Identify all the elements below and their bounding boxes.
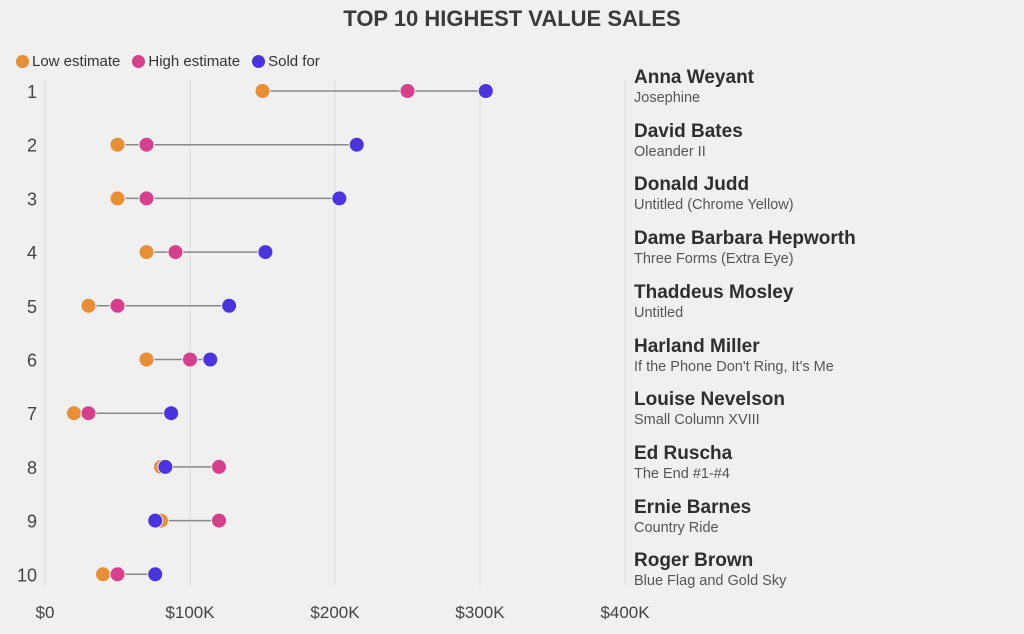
rank-label: 6	[27, 351, 37, 371]
legend-swatch-high	[132, 55, 146, 68]
x-tick-label: $400K	[600, 603, 650, 622]
sold-dot	[147, 566, 164, 583]
artwork-title: Untitled (Chrome Yellow)	[634, 197, 794, 214]
artist-name: Thaddeus Mosley	[634, 281, 794, 303]
artwork-title: If the Phone Don't Ring, It's Me	[634, 358, 834, 375]
artwork-title: Josephine	[634, 90, 701, 106]
rank-label: 10	[17, 565, 37, 585]
rank-label: 8	[27, 458, 37, 478]
x-tick-label: $300K	[455, 603, 505, 622]
rank-label: 3	[27, 189, 37, 209]
high-dot	[138, 190, 155, 207]
high-dot	[109, 566, 126, 583]
low-dot	[109, 136, 126, 153]
low-dot	[254, 83, 271, 99]
sold-dot	[257, 244, 274, 261]
artwork-title: Oleander II	[634, 143, 706, 160]
sold-dot	[348, 136, 365, 153]
artwork-title: The End #1-#4	[634, 465, 730, 482]
legend-item-high: High estimate	[132, 53, 240, 70]
chart-title: TOP 10 HIGHEST VALUE SALES	[343, 6, 681, 31]
sold-dot	[147, 512, 164, 529]
high-dot	[182, 351, 198, 368]
sold-dot	[157, 458, 174, 475]
sold-dot	[221, 297, 238, 314]
low-dot	[138, 351, 155, 368]
sold-dot	[477, 83, 494, 99]
low-dot	[138, 244, 155, 261]
artist-name: Louise Nevelson	[634, 389, 785, 411]
legend: Low estimate High estimate Sold for	[16, 53, 320, 70]
artwork-title: Untitled	[634, 304, 684, 321]
artist-name: Dame Barbara Hepworth	[634, 228, 856, 250]
legend-swatch-low	[16, 55, 29, 68]
rank-label: 7	[27, 404, 37, 424]
sold-dot	[163, 405, 180, 422]
artist-name: Donald Judd	[634, 174, 750, 196]
legend-label-low: Low estimate	[32, 53, 121, 70]
high-dot	[211, 458, 227, 475]
high-dot	[80, 405, 97, 422]
legend-swatch-sold	[252, 55, 266, 68]
sold-dot	[202, 351, 219, 368]
rank-label: 9	[27, 512, 37, 532]
low-dot	[80, 297, 97, 314]
rank-label: 1	[27, 82, 37, 102]
legend-label-high: High estimate	[148, 53, 241, 70]
artwork-title: Country Ride	[634, 519, 719, 536]
high-dot	[109, 297, 126, 314]
high-dot	[211, 512, 227, 529]
legend-item-low: Low estimate	[16, 53, 120, 70]
rank-label: 2	[27, 136, 37, 156]
artist-name: David Bates	[634, 120, 743, 142]
sold-dot	[331, 190, 348, 207]
artist-name: Ernie Barnes	[634, 496, 752, 518]
low-dot	[109, 190, 126, 207]
high-dot	[167, 244, 184, 261]
artwork-title: Small Column XVIII	[634, 412, 760, 429]
artist-name: Roger Brown	[634, 550, 754, 572]
artist-name: Anna Weyant	[634, 67, 755, 88]
x-tick-label: $0	[36, 603, 55, 622]
high-dot	[399, 83, 416, 99]
high-dot	[138, 136, 155, 153]
low-dot	[95, 566, 111, 583]
x-tick-label: $200K	[310, 603, 360, 622]
artwork-title: Blue Flag and Gold Sky	[634, 573, 787, 590]
artist-name: Ed Ruscha	[634, 442, 733, 464]
x-tick-label: $100K	[165, 603, 215, 622]
low-dot	[66, 405, 82, 422]
rank-label: 5	[27, 297, 37, 317]
artist-name: Harland Miller	[634, 335, 760, 357]
legend-label-sold: Sold for	[268, 53, 320, 70]
artwork-title: Three Forms (Extra Eye)	[634, 251, 794, 268]
legend-item-sold: Sold for	[252, 53, 320, 70]
rank-label: 4	[27, 243, 37, 263]
